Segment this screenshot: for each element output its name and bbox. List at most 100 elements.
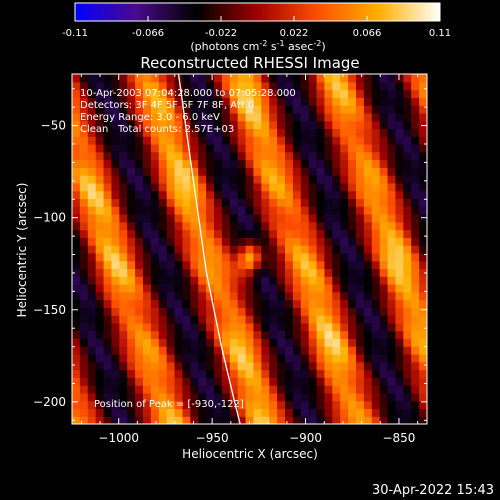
heatmap-cell — [119, 385, 128, 394]
heatmap-cell — [332, 322, 341, 332]
heatmap-cell — [182, 307, 191, 316]
heatmap-cell — [324, 74, 333, 83]
heatmap-cell — [348, 221, 357, 231]
heatmap-cell — [237, 136, 247, 145]
heatmap-cell — [411, 151, 420, 161]
heatmap-cell — [87, 354, 97, 363]
heatmap-cell — [150, 120, 160, 130]
heatmap-cell — [103, 221, 113, 231]
heatmap-cell — [285, 354, 294, 363]
heatmap-cell — [419, 182, 427, 192]
heatmap-cell — [269, 81, 278, 91]
heatmap-cell — [166, 175, 176, 184]
heatmap-cell — [174, 214, 184, 223]
heatmap-cell — [277, 237, 286, 246]
heatmap-cell — [87, 136, 97, 145]
heatmap-cell — [158, 214, 168, 223]
heatmap-cell — [111, 385, 120, 394]
heatmap-cell — [269, 97, 278, 106]
heatmap-cell — [127, 385, 136, 394]
heatmap-cell — [111, 144, 120, 153]
heatmap-cell — [340, 245, 349, 254]
heatmap-cell — [292, 144, 302, 153]
heatmap-cell — [261, 315, 270, 324]
heatmap-cell — [348, 74, 357, 83]
heatmap-cell — [87, 284, 97, 293]
heatmap-cell — [119, 144, 128, 153]
heatmap-cell — [371, 97, 381, 106]
heatmap-cell — [166, 322, 176, 332]
heatmap-cell — [206, 392, 215, 402]
heatmap-cell — [158, 190, 168, 200]
heatmap-cell — [174, 354, 184, 363]
heatmap-cell — [340, 237, 349, 246]
heatmap-cell — [403, 315, 412, 324]
heatmap-cell — [261, 105, 270, 114]
heatmap-cell — [261, 182, 270, 192]
heatmap-cell — [253, 338, 262, 347]
heatmap-cell — [356, 284, 365, 293]
heatmap-cell — [292, 322, 302, 332]
heatmap-cell — [221, 206, 231, 215]
heatmap-cell — [182, 291, 191, 301]
heatmap-cell — [111, 206, 120, 215]
heatmap-cell — [292, 167, 302, 176]
heatmap-cell — [261, 167, 270, 176]
heatmap-cell — [206, 198, 215, 207]
heatmap-cell — [111, 392, 120, 402]
heatmap-cell — [166, 354, 176, 363]
heatmap-cell — [332, 112, 341, 122]
heatmap-cell — [143, 89, 152, 98]
heatmap-cell — [135, 136, 144, 145]
heatmap-cell — [379, 198, 389, 207]
heatmap-cell — [103, 206, 113, 215]
heatmap-cell — [285, 315, 294, 324]
heatmap-cell — [348, 89, 357, 98]
heatmap-cell — [245, 151, 255, 161]
heatmap-cell — [300, 214, 310, 223]
heatmap-cell — [269, 237, 278, 246]
heatmap-cell — [182, 416, 191, 424]
heatmap-cell — [324, 377, 333, 386]
heatmap-cell — [214, 81, 223, 91]
heatmap-cell — [190, 112, 199, 122]
heatmap-cell — [277, 276, 286, 285]
heatmap-cell — [166, 307, 176, 316]
heatmap-cell — [198, 291, 207, 301]
heatmap-cell — [332, 81, 341, 91]
heatmap-cell — [198, 97, 207, 106]
heatmap-cell — [174, 369, 184, 378]
heatmap-cell — [300, 268, 310, 277]
heatmap-cell — [119, 175, 128, 184]
heatmap-cell — [261, 198, 270, 207]
heatmap-cell — [300, 89, 310, 98]
heatmap-cell — [214, 105, 223, 114]
heatmap-cell — [111, 361, 120, 371]
heatmap-cell — [166, 385, 176, 394]
heatmap-cell — [111, 105, 120, 114]
heatmap-cell — [419, 198, 427, 207]
heatmap-cell — [245, 385, 255, 394]
heatmap-cell — [308, 400, 318, 410]
heatmap-cell — [285, 120, 294, 130]
heatmap-cell — [79, 198, 89, 207]
heatmap-cell — [166, 268, 176, 277]
heatmap-cell — [395, 151, 404, 161]
heatmap-cell — [387, 245, 397, 254]
heatmap-cell — [387, 105, 397, 114]
heatmap-cell — [316, 408, 326, 417]
heatmap-cell — [214, 167, 223, 176]
heatmap-cell — [379, 307, 389, 316]
heatmap-cell — [72, 299, 81, 308]
heatmap-cell — [182, 81, 191, 91]
heatmap-cell — [253, 260, 262, 270]
heatmap-cell — [166, 408, 176, 417]
heatmap-cell — [182, 144, 191, 153]
heatmap-cell — [72, 175, 81, 184]
heatmap-cell — [285, 144, 294, 153]
heatmap-cell — [174, 385, 184, 394]
heatmap-cell — [300, 284, 310, 293]
heatmap-cell — [72, 385, 81, 394]
heatmap-cell — [143, 214, 152, 223]
heatmap-cell — [340, 408, 349, 417]
